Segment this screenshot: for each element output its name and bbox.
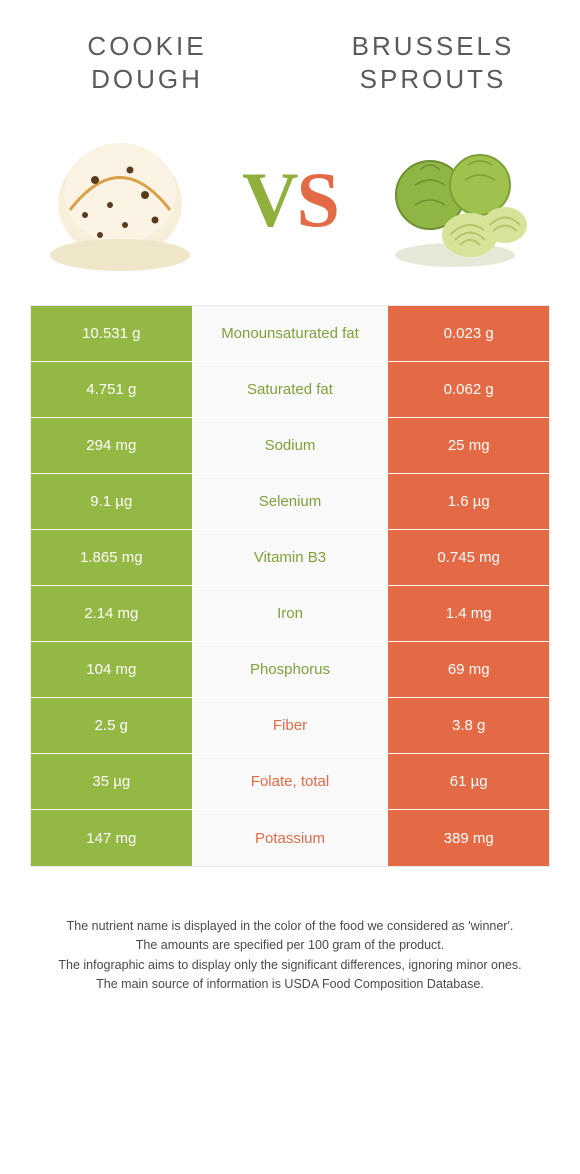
nutrient-label: Phosphorus	[192, 642, 389, 697]
left-value: 104 mg	[31, 642, 192, 697]
right-food-image	[380, 125, 540, 275]
nutrient-label: Potassium	[192, 810, 389, 866]
nutrient-label: Sodium	[192, 418, 389, 473]
left-value: 9.1 µg	[31, 474, 192, 529]
footer-line: The amounts are specified per 100 gram o…	[40, 936, 540, 955]
nutrient-label: Fiber	[192, 698, 389, 753]
footer-line: The nutrient name is displayed in the co…	[40, 917, 540, 936]
right-value: 0.023 g	[388, 306, 549, 361]
right-value: 25 mg	[388, 418, 549, 473]
left-value: 2.5 g	[31, 698, 192, 753]
left-title: COOKIE DOUGH	[30, 30, 264, 95]
nutrient-label: Iron	[192, 586, 389, 641]
left-value: 2.14 mg	[31, 586, 192, 641]
footer-line: The main source of information is USDA F…	[40, 975, 540, 994]
left-value: 10.531 g	[31, 306, 192, 361]
left-value: 4.751 g	[31, 362, 192, 417]
right-value: 1.6 µg	[388, 474, 549, 529]
table-row: 294 mgSodium25 mg	[31, 418, 549, 474]
right-title: BRUSSELS SPROUTS	[316, 30, 550, 95]
nutrient-label: Selenium	[192, 474, 389, 529]
left-value: 147 mg	[31, 810, 192, 866]
left-food-image	[40, 125, 200, 275]
comparison-table: 10.531 gMonounsaturated fat0.023 g4.751 …	[30, 305, 550, 867]
left-value: 1.865 mg	[31, 530, 192, 585]
footer-notes: The nutrient name is displayed in the co…	[30, 917, 550, 995]
nutrient-label: Saturated fat	[192, 362, 389, 417]
right-value: 61 µg	[388, 754, 549, 809]
table-row: 9.1 µgSelenium1.6 µg	[31, 474, 549, 530]
vs-s: S	[296, 156, 337, 243]
vs-label: VS	[242, 155, 338, 245]
table-row: 147 mgPotassium389 mg	[31, 810, 549, 866]
footer-line: The infographic aims to display only the…	[40, 956, 540, 975]
table-row: 104 mgPhosphorus69 mg	[31, 642, 549, 698]
right-value: 389 mg	[388, 810, 549, 866]
right-value: 1.4 mg	[388, 586, 549, 641]
right-value: 3.8 g	[388, 698, 549, 753]
nutrient-label: Vitamin B3	[192, 530, 389, 585]
left-value: 35 µg	[31, 754, 192, 809]
left-value: 294 mg	[31, 418, 192, 473]
table-row: 10.531 gMonounsaturated fat0.023 g	[31, 306, 549, 362]
right-value: 0.062 g	[388, 362, 549, 417]
titles-row: COOKIE DOUGH BRUSSELS SPROUTS	[30, 30, 550, 95]
table-row: 2.5 gFiber3.8 g	[31, 698, 549, 754]
vs-v: V	[242, 156, 296, 243]
table-row: 2.14 mgIron1.4 mg	[31, 586, 549, 642]
table-row: 35 µgFolate, total61 µg	[31, 754, 549, 810]
table-row: 4.751 gSaturated fat0.062 g	[31, 362, 549, 418]
table-row: 1.865 mgVitamin B30.745 mg	[31, 530, 549, 586]
right-value: 0.745 mg	[388, 530, 549, 585]
images-row: VS	[30, 125, 550, 275]
nutrient-label: Folate, total	[192, 754, 389, 809]
right-value: 69 mg	[388, 642, 549, 697]
nutrient-label: Monounsaturated fat	[192, 306, 389, 361]
